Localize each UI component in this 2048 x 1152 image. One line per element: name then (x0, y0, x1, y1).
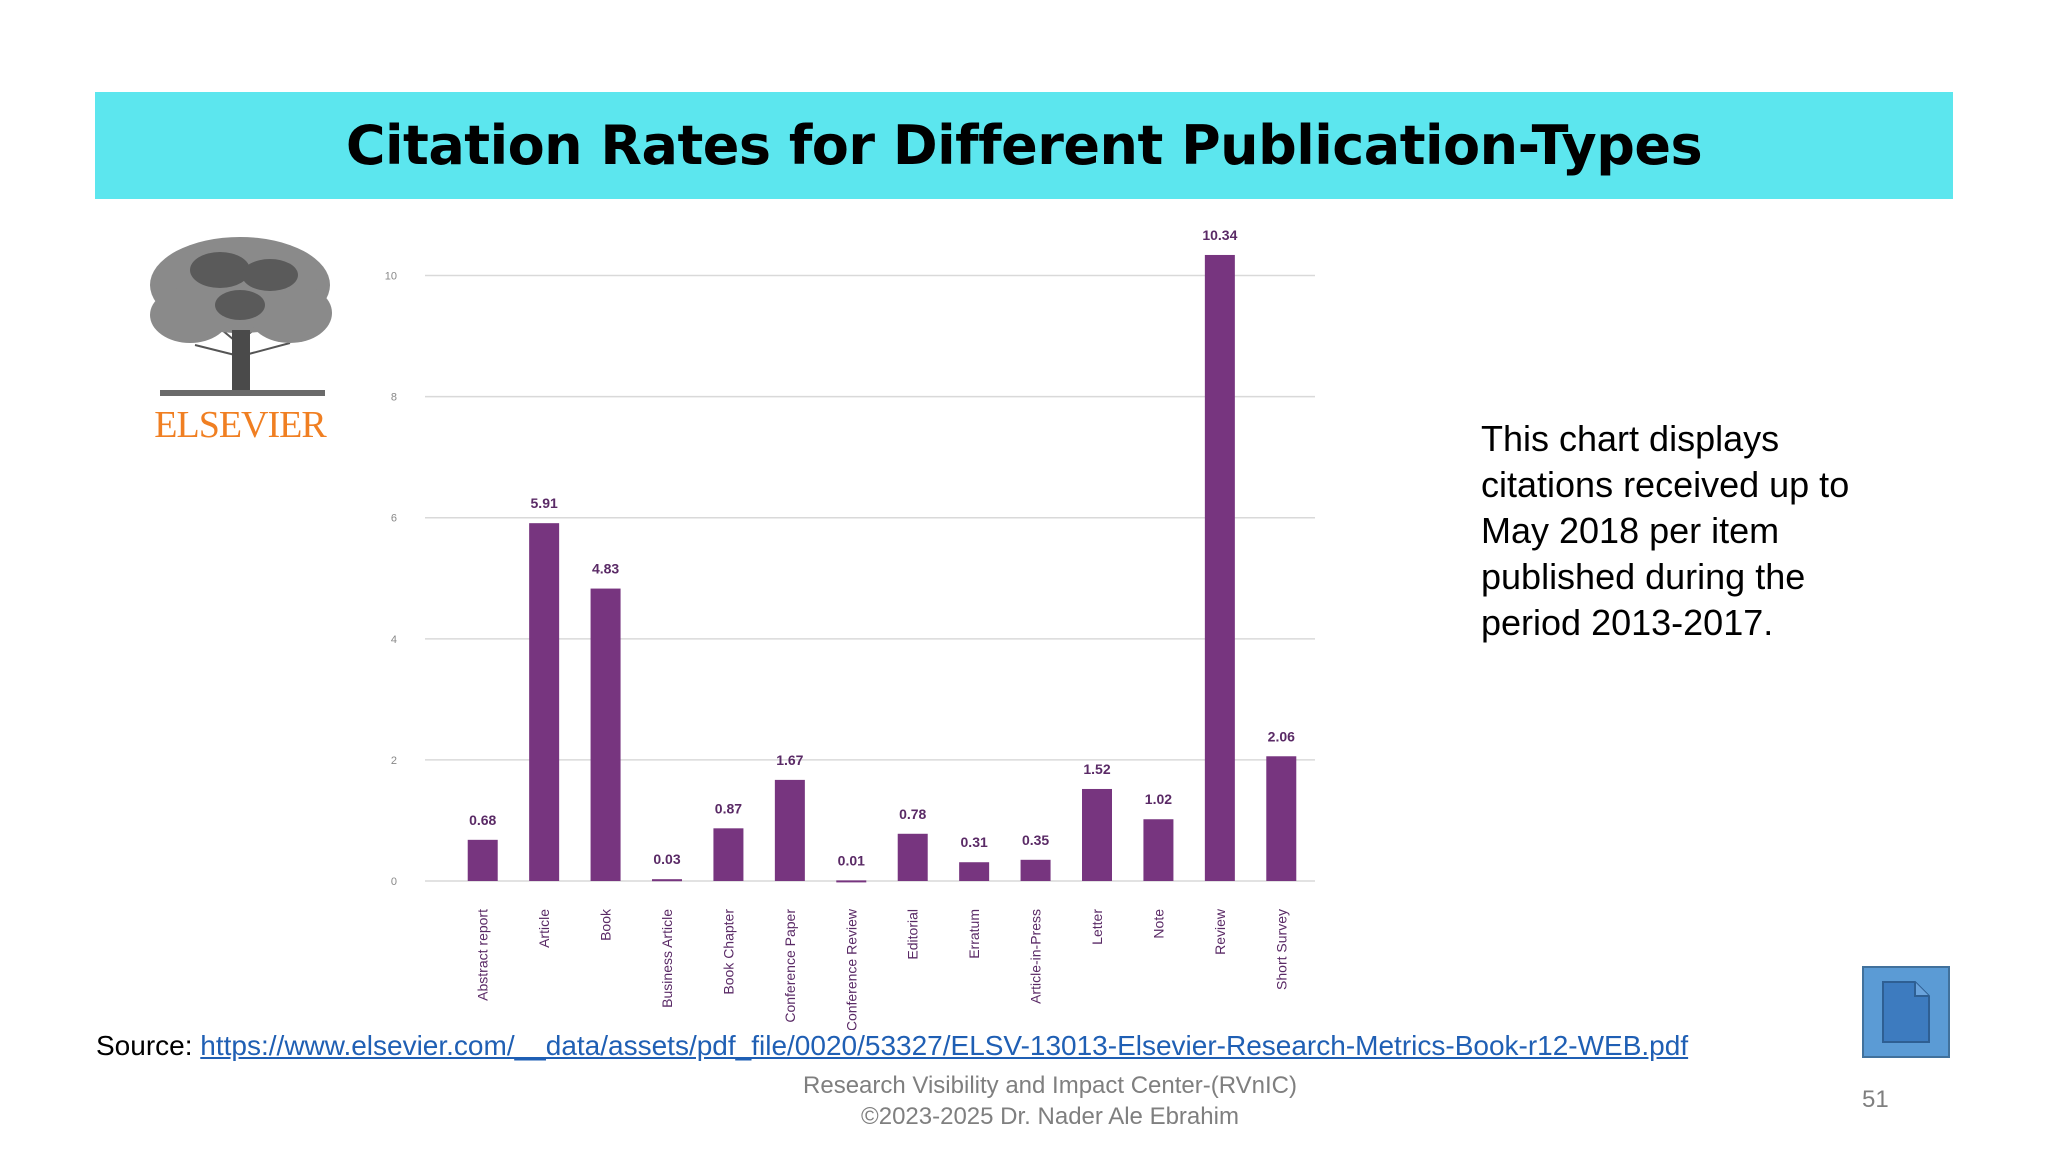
data-label: 4.83 (592, 561, 619, 577)
data-label: 1.67 (776, 752, 803, 768)
data-label: 0.87 (715, 800, 742, 816)
y-tick-label: 10 (385, 271, 397, 283)
data-label: 0.35 (1022, 832, 1049, 848)
x-tick-label: Book Chapter (720, 909, 736, 995)
bar (652, 879, 682, 882)
y-tick-label: 4 (391, 634, 397, 646)
document-icon (1882, 981, 1930, 1043)
slide-title: Citation Rates for Different Publication… (345, 114, 1703, 177)
bar (1266, 756, 1297, 881)
bar (1204, 254, 1235, 882)
x-tick-label: Review (1212, 908, 1228, 955)
data-label: 0.03 (653, 851, 680, 867)
data-label: 0.68 (469, 812, 496, 828)
x-tick-label: Book (598, 908, 614, 941)
x-tick-label: Short Survey (1273, 909, 1289, 990)
x-tick-label: Article-in-Press (1028, 909, 1044, 1004)
document-button[interactable] (1862, 966, 1950, 1058)
x-tick-label: Editorial (905, 909, 921, 960)
source-line: Source: https://www.elsevier.com/__data/… (96, 1030, 1688, 1062)
bar (836, 880, 867, 883)
data-label: 0.31 (961, 834, 988, 850)
x-tick-label: Conference Paper (782, 909, 798, 1023)
bar (1020, 859, 1051, 881)
bar (590, 588, 621, 881)
x-tick-label: Abstract report (475, 909, 491, 1001)
title-bar: Citation Rates for Different Publication… (95, 92, 1953, 199)
data-label: 1.52 (1083, 761, 1110, 777)
tree-logo-icon (150, 237, 332, 396)
x-tick-label: Conference Review (843, 908, 859, 1030)
source-label: Source: (96, 1030, 201, 1061)
data-label: 2.06 (1268, 728, 1295, 744)
data-label: 10.34 (1202, 227, 1237, 243)
footer: Research Visibility and Impact Center-(R… (700, 1070, 1400, 1132)
elsevier-logo: ELSEVIER (140, 225, 340, 446)
y-tick-label: 8 (391, 392, 397, 404)
data-label: 5.91 (531, 495, 558, 511)
bar (467, 839, 498, 881)
x-tick-label: Article (536, 909, 552, 948)
x-tick-label: Erratum (966, 909, 982, 959)
x-tick-label: Business Article (659, 909, 675, 1008)
bar (774, 779, 805, 881)
y-tick-label: 2 (391, 755, 397, 767)
y-tick-label: 6 (391, 513, 397, 525)
x-tick-label: Note (1150, 909, 1166, 939)
data-label: 0.01 (838, 852, 865, 868)
footer-line2: ©2023-2025 Dr. Nader Ale Ebrahim (861, 1103, 1239, 1130)
footer-line1: Research Visibility and Impact Center-(R… (803, 1072, 1297, 1099)
bar-chart: 0 2 4 6 8 10 0.68 Abstract report 5.91 Article 4.8… (385, 227, 1315, 1030)
data-label: 0.78 (899, 806, 926, 822)
bar (959, 862, 990, 881)
chart-description: This chart displays citations received u… (1481, 418, 1850, 643)
x-tick-label: Letter (1089, 909, 1105, 945)
source-link[interactable]: https://www.elsevier.com/__data/assets/p… (200, 1030, 1689, 1061)
bar (1143, 819, 1174, 881)
bar (529, 523, 560, 881)
bar (713, 828, 744, 881)
logo-text: ELSEVIER (154, 404, 326, 446)
page-number: 51 (1862, 1086, 1889, 1113)
bar (897, 833, 928, 881)
data-label: 1.02 (1145, 791, 1172, 807)
y-tick-label: 0 (391, 876, 397, 888)
bar (1082, 788, 1112, 881)
